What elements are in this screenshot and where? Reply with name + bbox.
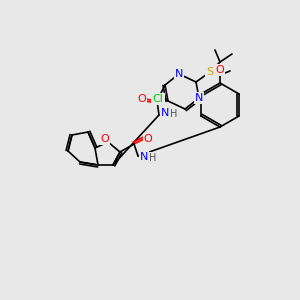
- Text: N: N: [140, 152, 148, 162]
- Text: N: N: [195, 93, 203, 103]
- Text: H: H: [149, 153, 157, 163]
- Text: O: O: [100, 134, 109, 144]
- Text: Cl: Cl: [153, 94, 164, 104]
- Text: N: N: [175, 69, 183, 79]
- Text: O: O: [144, 134, 152, 144]
- Text: O: O: [138, 94, 146, 104]
- Text: N: N: [163, 110, 171, 120]
- Text: O: O: [216, 65, 224, 75]
- Text: S: S: [206, 67, 214, 77]
- Text: N: N: [161, 108, 169, 118]
- Text: H: H: [170, 109, 178, 119]
- Text: H: H: [172, 110, 180, 120]
